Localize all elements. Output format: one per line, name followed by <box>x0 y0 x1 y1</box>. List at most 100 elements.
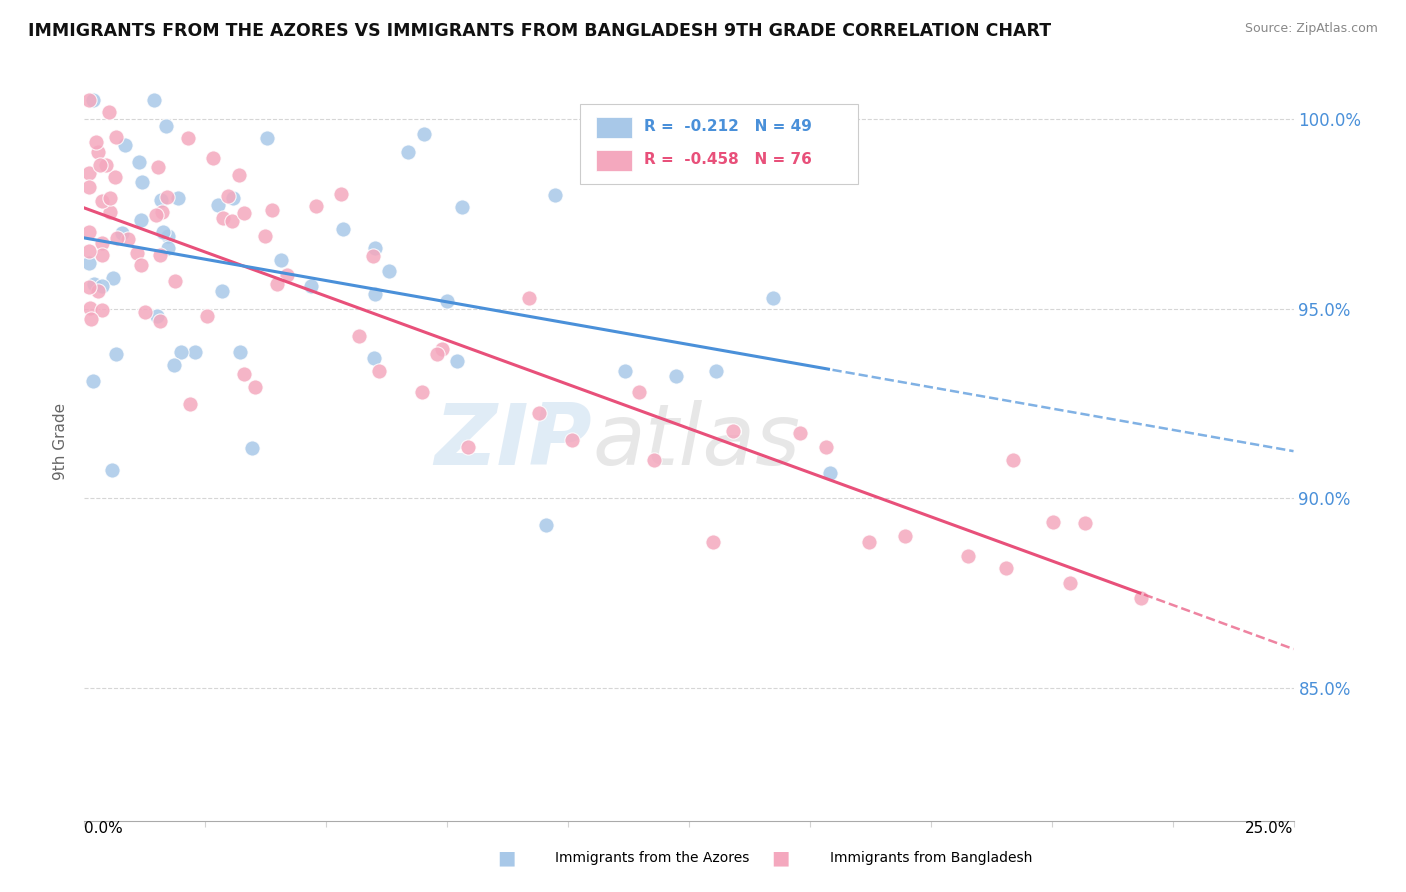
Point <box>702 534 724 549</box>
Point <box>721 424 744 438</box>
Point <box>411 384 433 399</box>
Point <box>167 191 190 205</box>
Point <box>155 119 177 133</box>
Point <box>105 130 128 145</box>
Point <box>97 105 120 120</box>
Text: ZIP: ZIP <box>434 400 592 483</box>
Point <box>211 211 233 226</box>
Point <box>128 155 150 169</box>
Point <box>131 176 153 190</box>
Point <box>114 137 136 152</box>
Point <box>149 194 172 208</box>
Point <box>613 364 636 378</box>
Point <box>436 294 458 309</box>
Point <box>1129 591 1152 606</box>
Point <box>157 241 180 255</box>
Text: atlas: atlas <box>592 400 800 483</box>
Point <box>143 93 166 107</box>
Text: Source: ZipAtlas.com: Source: ZipAtlas.com <box>1244 22 1378 36</box>
Point <box>426 346 449 360</box>
Point <box>77 93 100 107</box>
Point <box>217 188 239 202</box>
Point <box>1074 516 1097 531</box>
Point <box>91 194 114 208</box>
Point <box>77 280 100 294</box>
Point <box>368 364 391 378</box>
Point <box>627 384 650 399</box>
Point <box>305 199 328 213</box>
Point <box>762 291 785 305</box>
Point <box>179 397 201 411</box>
Point <box>150 204 173 219</box>
Point <box>240 441 263 455</box>
Point <box>98 205 121 219</box>
Point <box>86 145 108 159</box>
Point <box>330 186 353 201</box>
Bar <box>596 117 633 138</box>
Point <box>207 198 229 212</box>
Point <box>146 160 169 174</box>
Point <box>152 225 174 239</box>
Point <box>378 264 401 278</box>
Point <box>77 244 100 259</box>
Point <box>83 277 105 292</box>
Point <box>90 279 112 293</box>
Point <box>169 345 191 359</box>
Point <box>858 535 880 549</box>
Point <box>104 169 127 184</box>
Text: 25.0%: 25.0% <box>1246 821 1294 836</box>
Point <box>134 305 156 319</box>
Point <box>396 145 419 159</box>
Point <box>221 214 243 228</box>
Point <box>363 241 385 255</box>
Point <box>156 190 179 204</box>
Point <box>91 236 114 251</box>
Point <box>332 221 354 235</box>
Point <box>79 301 101 315</box>
Point <box>818 466 841 480</box>
Point <box>84 135 107 149</box>
Point <box>89 158 111 172</box>
Point <box>145 208 167 222</box>
Text: R =  -0.212   N = 49: R = -0.212 N = 49 <box>644 120 813 135</box>
Point <box>163 358 186 372</box>
Point <box>87 284 110 298</box>
Point <box>1059 576 1081 591</box>
Text: 0.0%: 0.0% <box>84 821 124 836</box>
Point <box>101 463 124 477</box>
Point <box>544 187 567 202</box>
Point <box>643 452 665 467</box>
FancyBboxPatch shape <box>581 104 858 184</box>
Point <box>129 258 152 272</box>
Text: ■: ■ <box>496 848 516 868</box>
Point <box>450 200 472 214</box>
Point <box>1042 516 1064 530</box>
Point <box>363 351 385 365</box>
Point <box>105 347 128 361</box>
Point <box>894 529 917 543</box>
Point <box>163 274 186 288</box>
Point <box>1001 452 1024 467</box>
Point <box>517 291 540 305</box>
Point <box>211 284 233 298</box>
Point <box>349 329 371 343</box>
Point <box>195 309 218 323</box>
Point <box>534 518 557 533</box>
Point <box>446 353 468 368</box>
Point <box>253 228 276 243</box>
Point <box>266 277 288 292</box>
Point <box>77 225 100 239</box>
Text: ■: ■ <box>770 848 790 868</box>
Point <box>77 166 100 180</box>
Point <box>995 561 1018 575</box>
Point <box>430 342 453 356</box>
Point <box>184 345 207 359</box>
Point <box>789 426 811 441</box>
Point <box>232 206 254 220</box>
Point <box>527 406 550 420</box>
Point <box>270 252 292 267</box>
Point <box>256 131 278 145</box>
Y-axis label: 9th Grade: 9th Grade <box>53 403 69 480</box>
Point <box>177 131 200 145</box>
Point <box>706 364 728 378</box>
